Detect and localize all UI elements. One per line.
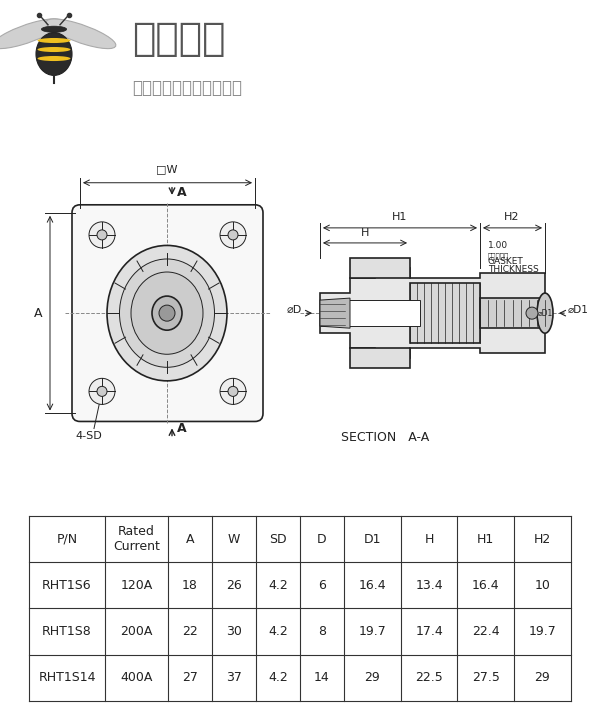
- Ellipse shape: [537, 293, 553, 333]
- Ellipse shape: [152, 296, 182, 330]
- Text: 26: 26: [226, 579, 242, 592]
- Text: 16.4: 16.4: [472, 579, 500, 592]
- Text: H: H: [424, 533, 434, 546]
- Text: 29: 29: [365, 671, 380, 684]
- Text: H1: H1: [392, 212, 407, 222]
- Text: ⌀D1: ⌀D1: [568, 305, 589, 315]
- Text: 120A: 120A: [120, 579, 152, 592]
- Polygon shape: [480, 298, 545, 328]
- Ellipse shape: [37, 47, 71, 52]
- Text: Rated
Current: Rated Current: [113, 525, 160, 553]
- Text: 22: 22: [182, 625, 197, 638]
- Text: 27: 27: [182, 671, 198, 684]
- Text: 200A: 200A: [120, 625, 152, 638]
- Text: 电蜂优选: 电蜂优选: [132, 20, 226, 58]
- Polygon shape: [410, 283, 480, 343]
- Circle shape: [228, 230, 238, 240]
- Text: 6: 6: [318, 579, 326, 592]
- Ellipse shape: [36, 33, 72, 76]
- Text: 22.5: 22.5: [415, 671, 443, 684]
- Circle shape: [159, 305, 175, 321]
- Polygon shape: [320, 300, 420, 326]
- Text: 4-SD: 4-SD: [75, 431, 102, 441]
- Circle shape: [97, 230, 107, 240]
- Text: 1.00: 1.00: [488, 241, 508, 250]
- Circle shape: [228, 386, 238, 396]
- Text: 18: 18: [182, 579, 198, 592]
- Text: 14: 14: [314, 671, 330, 684]
- Text: RHT1S6: RHT1S6: [42, 579, 92, 592]
- Text: H2: H2: [504, 212, 520, 222]
- Ellipse shape: [131, 272, 203, 354]
- Text: 密封垫厚度: 密封垫厚度: [488, 253, 509, 259]
- Text: 37: 37: [226, 671, 242, 684]
- Circle shape: [89, 378, 115, 404]
- Ellipse shape: [46, 19, 116, 49]
- Ellipse shape: [37, 56, 71, 61]
- Ellipse shape: [37, 38, 71, 43]
- Ellipse shape: [119, 259, 215, 367]
- Text: 原厂直采电子连接器商城: 原厂直采电子连接器商城: [132, 79, 242, 97]
- Ellipse shape: [107, 245, 227, 381]
- Text: 22.4: 22.4: [472, 625, 500, 638]
- Text: ⌀D1: ⌀D1: [538, 309, 553, 318]
- Text: 10: 10: [535, 579, 550, 592]
- Text: 400A: 400A: [120, 671, 152, 684]
- Text: A: A: [185, 533, 194, 546]
- Polygon shape: [320, 298, 350, 328]
- Text: SECTION   A-A: SECTION A-A: [341, 431, 429, 444]
- Circle shape: [220, 222, 246, 248]
- Circle shape: [220, 378, 246, 404]
- Text: 27.5: 27.5: [472, 671, 500, 684]
- Text: W: W: [228, 533, 240, 546]
- Ellipse shape: [41, 26, 67, 33]
- Text: P/N: P/N: [56, 533, 77, 546]
- Text: 29: 29: [535, 671, 550, 684]
- Text: H1: H1: [477, 533, 494, 546]
- Text: A: A: [177, 422, 187, 435]
- Text: A: A: [34, 306, 42, 319]
- Text: H: H: [361, 228, 369, 238]
- Text: A: A: [177, 187, 187, 199]
- Text: GASKET: GASKET: [488, 257, 524, 266]
- Text: D1: D1: [364, 533, 381, 546]
- Text: RHT1S8: RHT1S8: [42, 625, 92, 638]
- FancyBboxPatch shape: [72, 205, 263, 422]
- Text: 17.4: 17.4: [415, 625, 443, 638]
- Polygon shape: [350, 258, 410, 278]
- Text: 13.4: 13.4: [415, 579, 443, 592]
- Text: RHT1S14: RHT1S14: [38, 671, 96, 684]
- Polygon shape: [350, 348, 410, 368]
- Text: D: D: [317, 533, 327, 546]
- Text: 4.2: 4.2: [268, 625, 288, 638]
- Text: 19.7: 19.7: [529, 625, 556, 638]
- Text: 30: 30: [226, 625, 242, 638]
- Text: 4.2: 4.2: [268, 671, 288, 684]
- Text: 19.7: 19.7: [359, 625, 386, 638]
- Text: 16.4: 16.4: [359, 579, 386, 592]
- Text: ⌀D: ⌀D: [287, 305, 302, 315]
- Ellipse shape: [0, 19, 62, 49]
- Circle shape: [89, 222, 115, 248]
- Text: □W: □W: [156, 165, 178, 175]
- Text: 4.2: 4.2: [268, 579, 288, 592]
- Text: H2: H2: [534, 533, 551, 546]
- Text: THICKNESS: THICKNESS: [488, 265, 539, 274]
- Text: 8: 8: [318, 625, 326, 638]
- Polygon shape: [320, 268, 545, 358]
- Circle shape: [97, 386, 107, 396]
- Text: SD: SD: [269, 533, 287, 546]
- Circle shape: [526, 307, 538, 319]
